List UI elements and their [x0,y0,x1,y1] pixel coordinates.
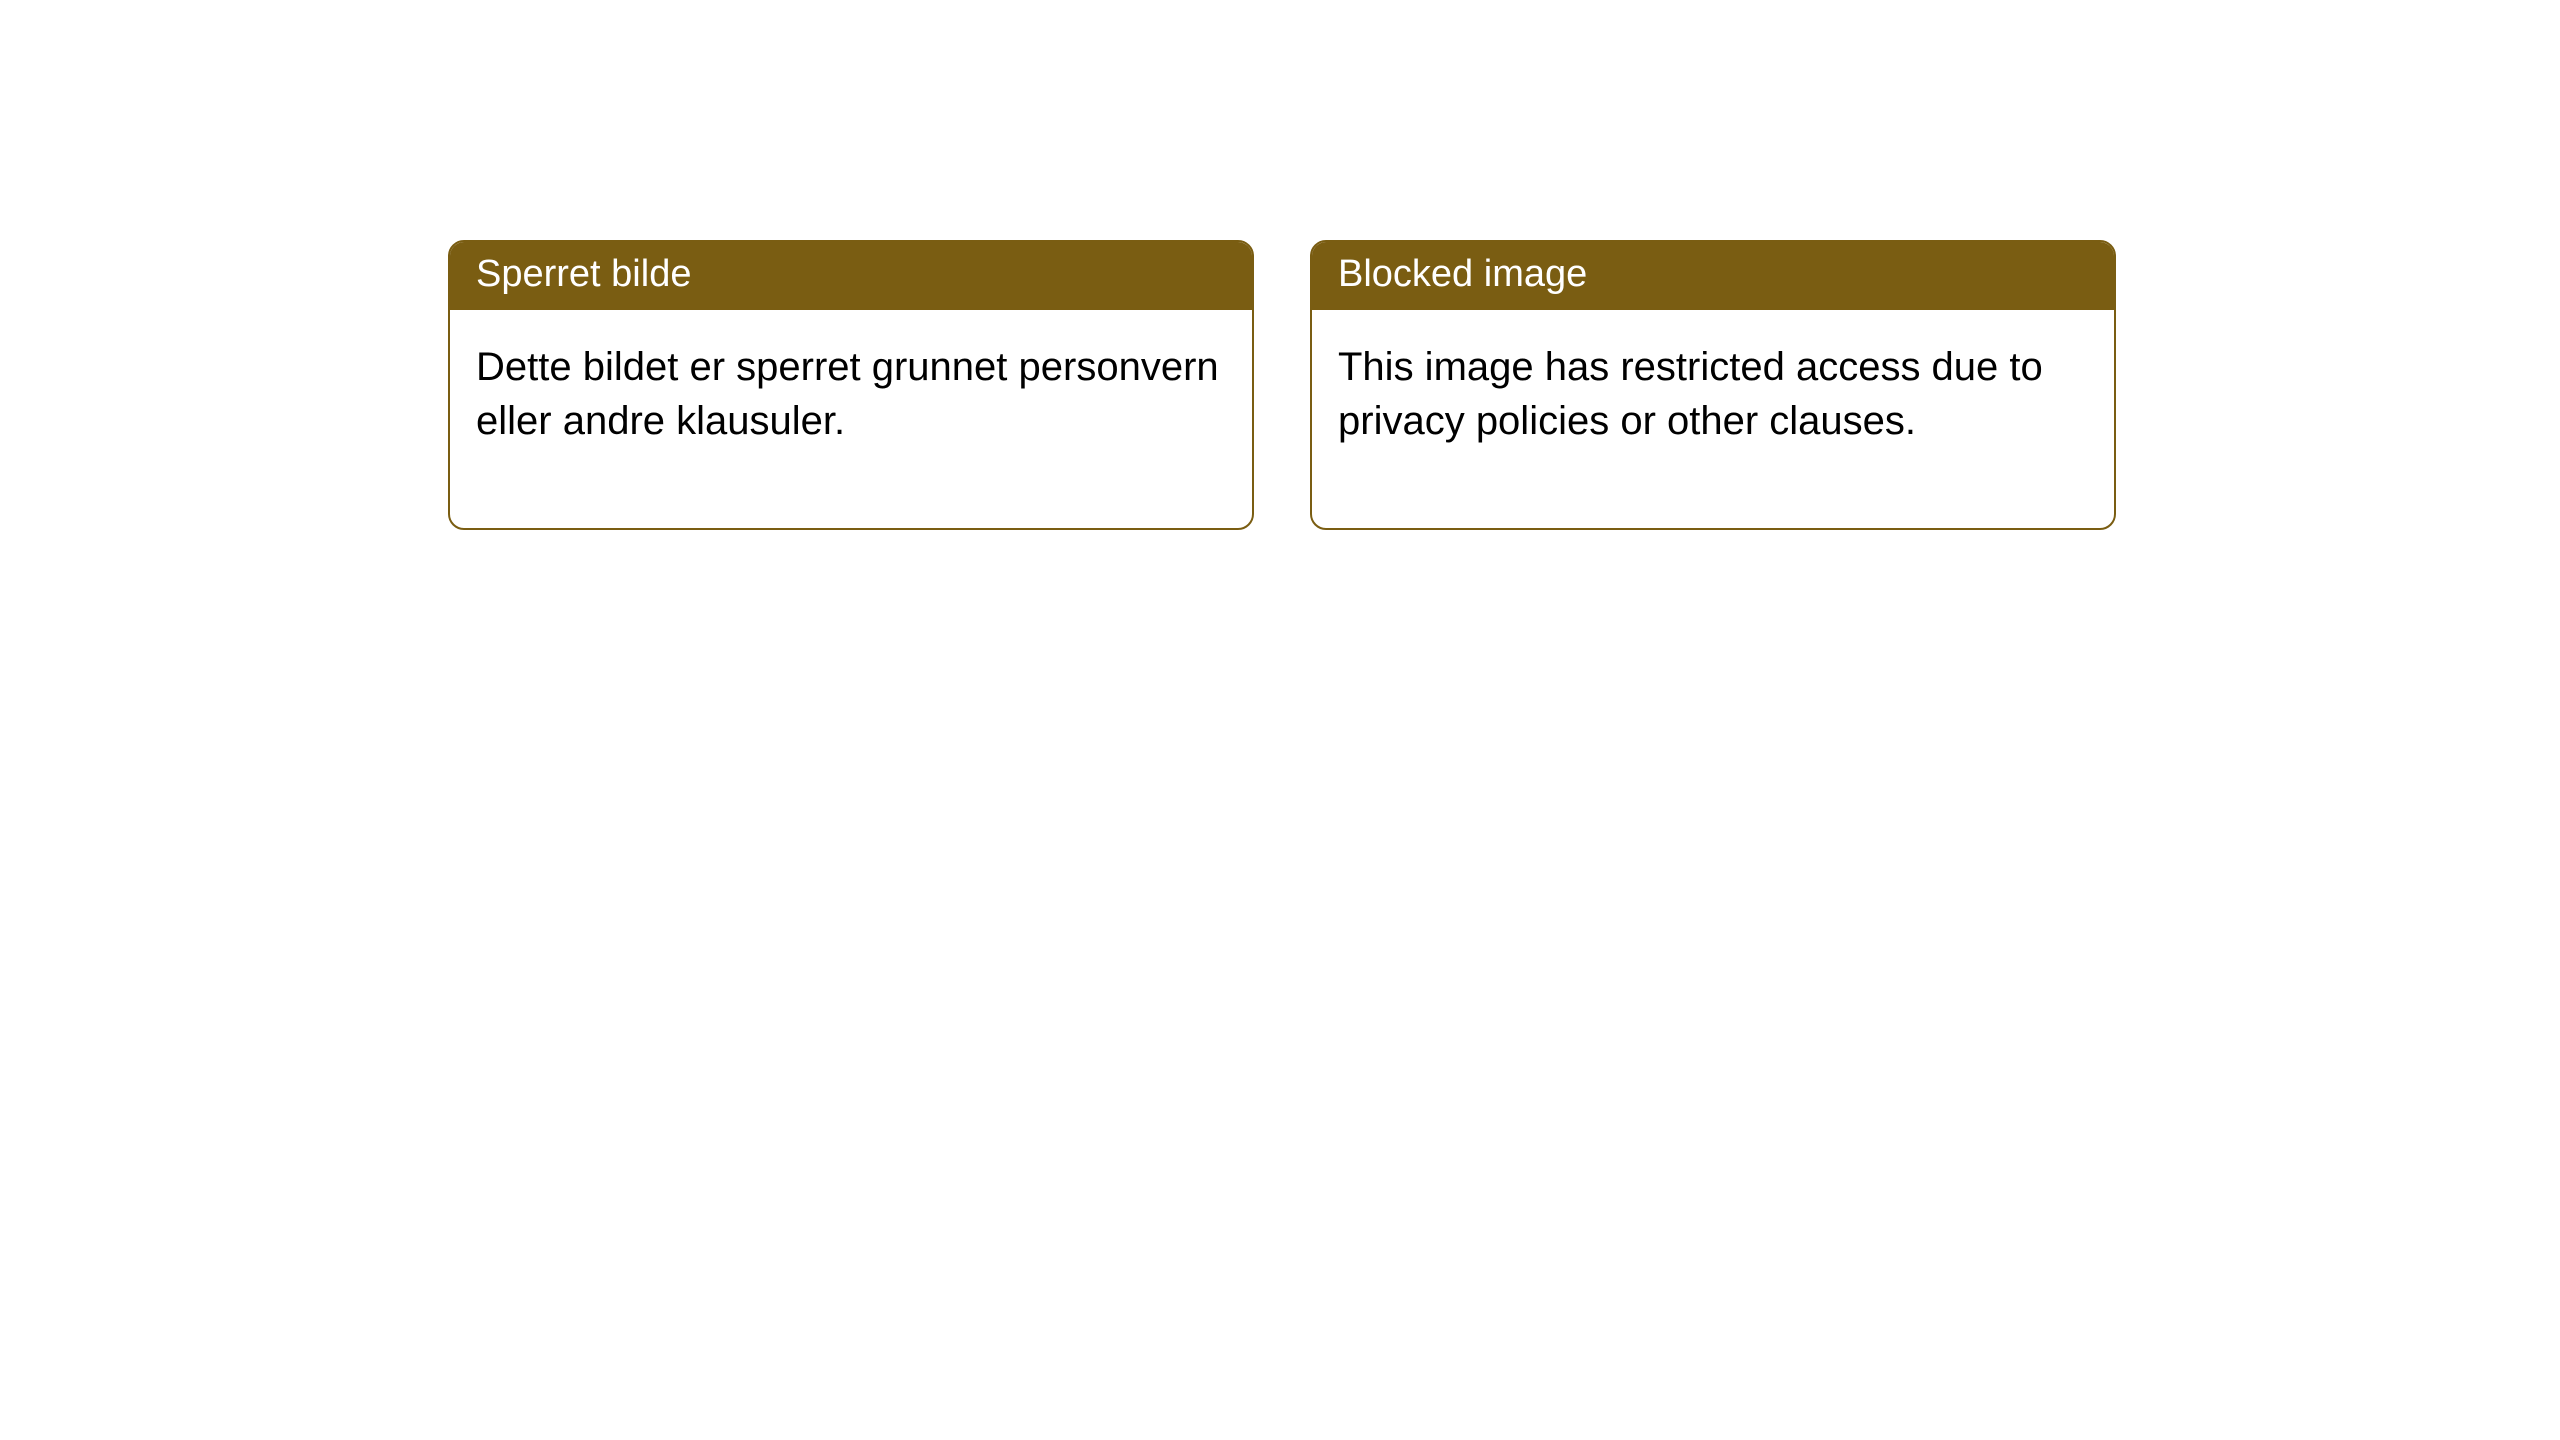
notice-title-norwegian: Sperret bilde [450,242,1252,310]
notice-container: Sperret bilde Dette bildet er sperret gr… [0,0,2560,530]
notice-body-english: This image has restricted access due to … [1312,310,2114,528]
notice-body-norwegian: Dette bildet er sperret grunnet personve… [450,310,1252,528]
notice-title-english: Blocked image [1312,242,2114,310]
notice-card-norwegian: Sperret bilde Dette bildet er sperret gr… [448,240,1254,530]
notice-card-english: Blocked image This image has restricted … [1310,240,2116,530]
